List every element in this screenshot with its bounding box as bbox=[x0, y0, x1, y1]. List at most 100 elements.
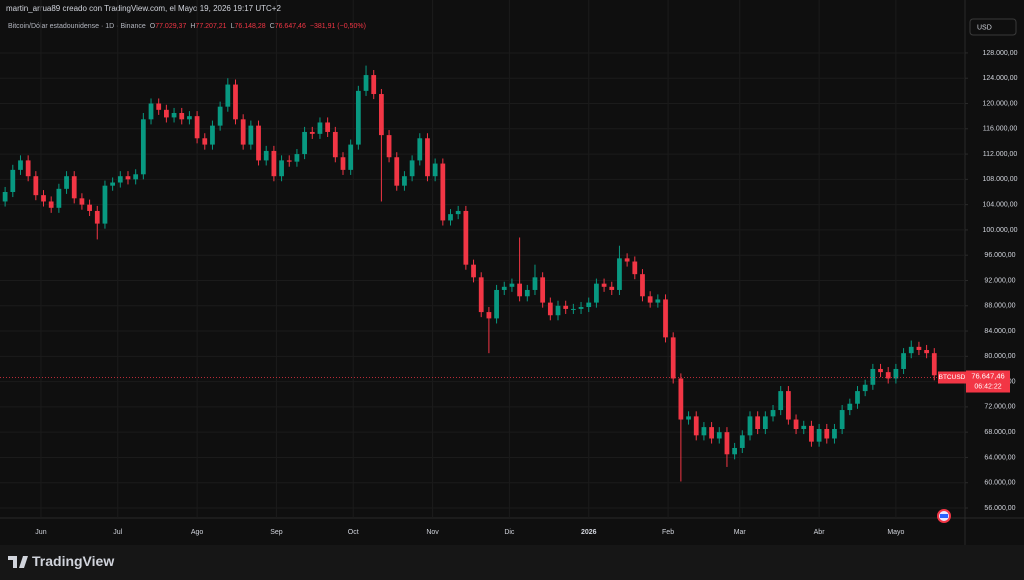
candle-body bbox=[816, 429, 822, 442]
candle-body bbox=[732, 447, 738, 455]
candle-body bbox=[724, 432, 730, 455]
y-tick-label: 116.000,00 bbox=[983, 126, 1018, 133]
candle-body bbox=[41, 195, 46, 202]
candle-body bbox=[655, 299, 661, 303]
candle-body bbox=[271, 150, 277, 177]
candle-body bbox=[371, 75, 377, 95]
chart-background bbox=[0, 0, 1024, 545]
candle-body bbox=[171, 112, 177, 118]
ohlc-value: 77.207,21 bbox=[195, 23, 226, 30]
candle-body bbox=[402, 176, 407, 186]
candle-body bbox=[455, 210, 461, 215]
candle-body bbox=[355, 90, 361, 145]
candle-body bbox=[110, 182, 116, 186]
candle-body bbox=[885, 372, 891, 379]
candle-body bbox=[509, 283, 515, 287]
ohlc-key: H bbox=[190, 23, 195, 30]
candle-body bbox=[670, 337, 676, 379]
candle-body bbox=[540, 277, 546, 303]
candle-body bbox=[225, 84, 231, 107]
candle-body bbox=[532, 277, 538, 290]
candle-body bbox=[832, 429, 837, 439]
candle-body bbox=[640, 274, 645, 297]
candle-body bbox=[755, 416, 761, 430]
candle-body bbox=[570, 308, 576, 310]
brand: TradingView bbox=[32, 553, 114, 569]
grid bbox=[0, 0, 965, 518]
candle-body bbox=[194, 116, 200, 139]
y-tick-label: 88.000,00 bbox=[984, 303, 1015, 310]
candle-body bbox=[916, 346, 922, 351]
candle-body bbox=[379, 94, 384, 136]
candle-body bbox=[632, 261, 638, 275]
candle-body bbox=[801, 425, 807, 430]
y-tick-label: 104.000,00 bbox=[982, 201, 1017, 208]
candle-body bbox=[87, 204, 92, 211]
ticker-tag bbox=[938, 371, 966, 384]
candle-body bbox=[302, 131, 307, 155]
footer-background bbox=[0, 545, 1024, 580]
candle-body bbox=[425, 138, 430, 177]
candle-body bbox=[609, 286, 615, 290]
candle-body bbox=[332, 131, 338, 158]
candle-body bbox=[440, 163, 446, 221]
y-tick-label: 112.000,00 bbox=[983, 151, 1018, 158]
currency[interactable]: USD bbox=[977, 24, 992, 31]
candle-body bbox=[517, 283, 522, 297]
candle-body bbox=[279, 160, 284, 177]
candle-body bbox=[179, 112, 185, 120]
candle-body bbox=[340, 157, 346, 170]
candle-body bbox=[463, 210, 469, 265]
candle-body bbox=[778, 391, 784, 411]
candle-body bbox=[793, 419, 799, 430]
candle-body bbox=[862, 384, 868, 392]
x-tick-label: Abr bbox=[814, 529, 826, 536]
currency-button[interactable] bbox=[969, 18, 1017, 36]
candle-body bbox=[117, 176, 123, 183]
candle-body bbox=[256, 125, 261, 161]
ohlc-key: L bbox=[231, 23, 235, 30]
candle-body bbox=[901, 353, 906, 369]
candle-body bbox=[10, 169, 16, 192]
candle-body bbox=[18, 160, 23, 170]
candle-body bbox=[701, 427, 707, 436]
candle-body bbox=[2, 191, 8, 202]
candle-body bbox=[448, 214, 453, 221]
y-tick-label: 72.000,00 bbox=[984, 404, 1015, 411]
candle-body bbox=[394, 157, 400, 186]
candle-body bbox=[678, 378, 684, 420]
candle-body bbox=[417, 138, 423, 161]
candle-body bbox=[747, 416, 753, 436]
candle-body bbox=[240, 119, 246, 145]
flag-icon bbox=[937, 509, 951, 523]
candle-body bbox=[924, 350, 929, 354]
candle-body bbox=[187, 116, 192, 120]
y-tick-label: 56.000,00 bbox=[984, 505, 1015, 512]
symbol: Bitcoin/Dólar estadounidense · 1D · Bina… bbox=[8, 23, 146, 30]
candle-body bbox=[663, 299, 668, 338]
candle-body bbox=[931, 353, 937, 376]
candle-body bbox=[770, 410, 776, 417]
candle-body bbox=[624, 258, 630, 262]
candle-body bbox=[893, 368, 899, 379]
change: −381,91 (−0,50%) bbox=[310, 23, 366, 30]
candle-body bbox=[686, 416, 691, 420]
x-tick-label: Sep bbox=[270, 529, 283, 536]
candle-body bbox=[317, 122, 323, 134]
x-tick-label: Feb bbox=[662, 529, 674, 536]
candle-body bbox=[501, 286, 507, 290]
candle-body bbox=[878, 368, 883, 373]
candle-body bbox=[64, 176, 69, 189]
candle-body bbox=[409, 160, 415, 177]
candle-body bbox=[33, 176, 39, 196]
candle-body bbox=[586, 302, 592, 308]
candle-body bbox=[348, 144, 354, 170]
candle-body bbox=[563, 305, 569, 309]
candle-body bbox=[839, 410, 845, 430]
y-tick-label: 64.000,00 bbox=[984, 454, 1015, 461]
y-tick-label: 92.000,00 bbox=[984, 277, 1015, 284]
x-tick-label: Oct bbox=[348, 529, 359, 536]
candle-body bbox=[163, 109, 169, 118]
